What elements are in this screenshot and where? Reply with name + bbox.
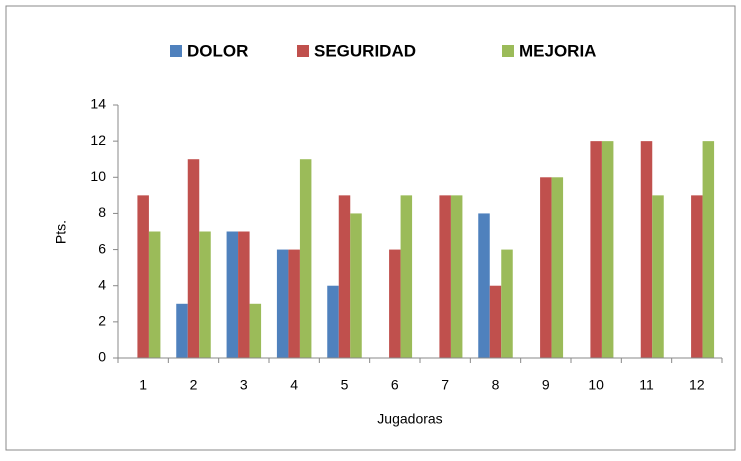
bar [590, 141, 602, 358]
bar [199, 231, 211, 358]
chart-border [5, 5, 736, 451]
bar [288, 249, 300, 358]
bar [489, 285, 502, 358]
bar [540, 177, 552, 358]
bar [551, 177, 564, 358]
bar [389, 249, 401, 358]
x-tick-label: 11 [639, 377, 654, 393]
y-tick-label: 4 [98, 276, 106, 292]
bar [691, 195, 703, 358]
legend-label: MEJORIA [519, 41, 596, 60]
x-tick-label: 3 [240, 377, 248, 393]
y-tick-label: 8 [98, 204, 106, 220]
bar [439, 195, 451, 358]
y-tick-label: 6 [98, 240, 106, 256]
x-tick-label: 5 [341, 377, 349, 393]
legend-swatch [297, 45, 309, 57]
y-tick-label: 10 [90, 168, 106, 184]
bar [350, 213, 362, 358]
bar [640, 141, 653, 358]
y-axis-label: Pts. [53, 220, 69, 244]
bar [501, 249, 513, 358]
bar [338, 195, 351, 358]
y-tick-label: 2 [98, 313, 106, 329]
bar [652, 195, 664, 358]
bar [478, 213, 490, 358]
y-tick-label: 14 [90, 96, 106, 112]
bar [299, 159, 312, 358]
x-tick-label: 9 [542, 377, 550, 393]
legend-swatch [170, 45, 182, 57]
x-tick-label: 12 [689, 377, 705, 393]
bar [226, 231, 239, 358]
x-axis-label: Jugadoras [377, 411, 442, 427]
y-tick-label: 12 [90, 132, 106, 148]
bar [187, 159, 200, 358]
x-tick-label: 1 [139, 377, 147, 393]
x-tick-label: 2 [190, 377, 198, 393]
bar [238, 231, 250, 358]
legend-label: DOLOR [187, 41, 248, 60]
bar [327, 285, 339, 358]
y-tick-label: 0 [98, 349, 106, 365]
x-tick-label: 10 [588, 377, 604, 393]
x-tick-label: 7 [441, 377, 449, 393]
x-tick-label: 8 [492, 377, 500, 393]
bar [400, 195, 413, 358]
legend-label: SEGURIDAD [314, 41, 416, 60]
x-tick-label: 4 [290, 377, 298, 393]
bar [276, 249, 289, 358]
bar [601, 141, 614, 358]
legend-swatch [502, 45, 514, 57]
x-tick-label: 6 [391, 377, 399, 393]
bar [176, 303, 188, 358]
bar [450, 195, 463, 358]
bar [702, 141, 715, 358]
bar [137, 195, 149, 358]
bar [249, 303, 262, 358]
bar [148, 231, 161, 358]
